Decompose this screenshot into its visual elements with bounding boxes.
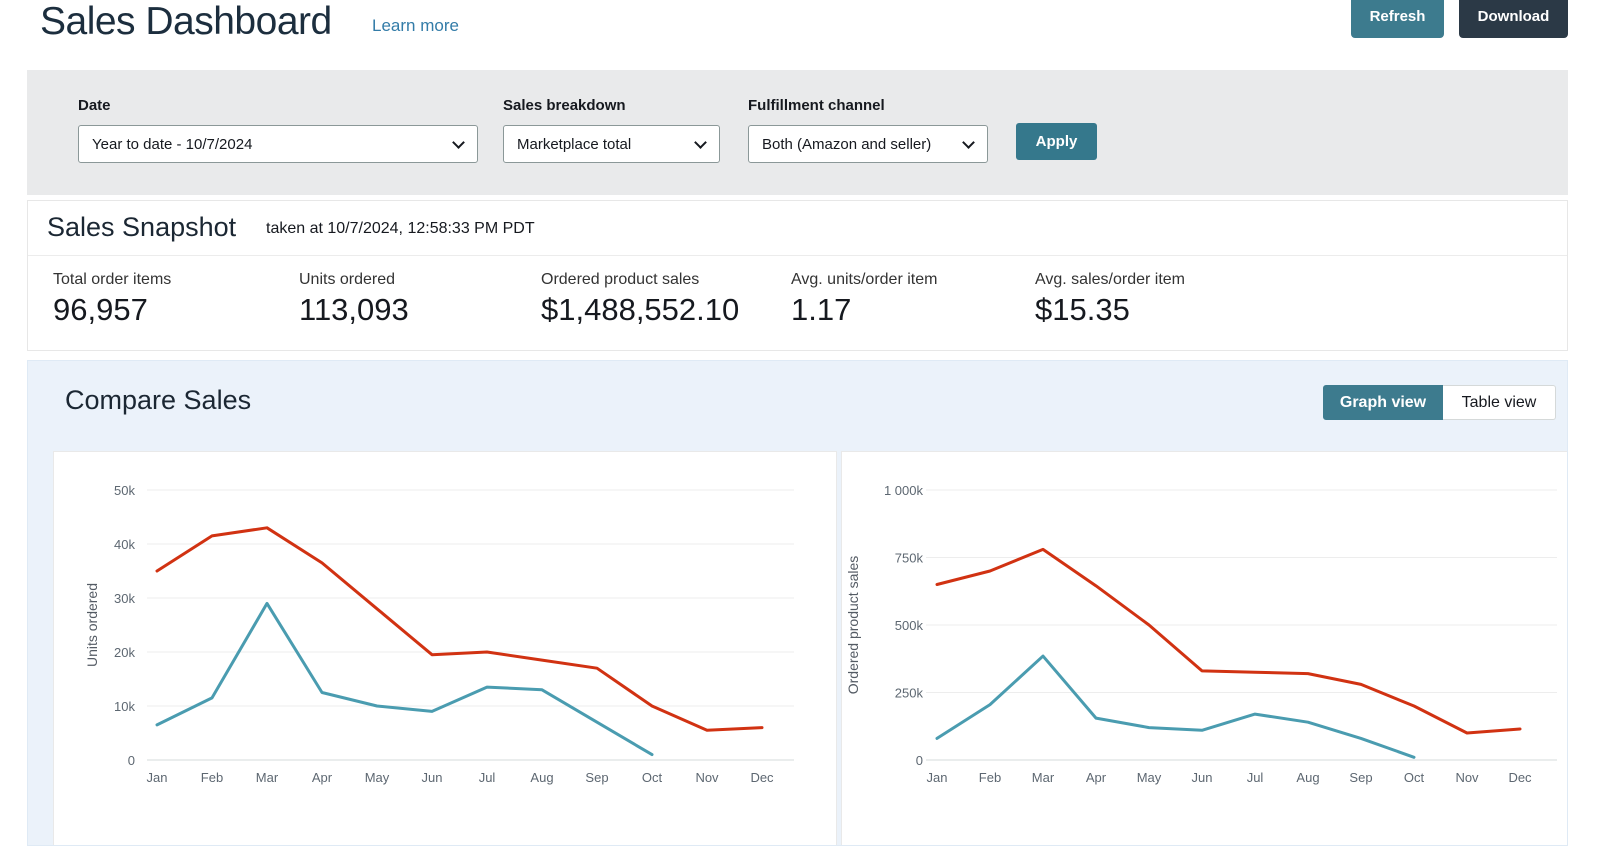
chevron-down-icon [452,136,465,149]
x-tick-label: Aug [1296,770,1319,785]
x-tick-label: Oct [1404,770,1425,785]
y-tick-label: 40k [114,537,135,552]
metric-value: $15.35 [1035,292,1185,328]
apply-button[interactable]: Apply [1016,123,1097,160]
y-tick-label: 750k [895,551,924,566]
sales-snapshot-title: Sales Snapshot [47,212,236,243]
units-ordered-chart-card: 0 10k 20k 30k 40k 50k Jan Feb Mar Apr May Jun Jul Aug… [53,451,837,846]
x-tick-label: Sep [1349,770,1372,785]
metric-label: Ordered product sales [541,271,739,289]
view-toggle: Graph view Table view [1323,385,1556,420]
page-title: Sales Dashboard [40,0,332,44]
metric-label: Avg. sales/order item [1035,271,1185,289]
x-tick-label: Jan [147,770,168,785]
x-tick-label: May [1137,770,1162,785]
ordered-product-sales-chart-card: 0 250k 500k 750k 1 000k Jan Feb Mar Apr May Jun Jul… [841,451,1568,846]
x-tick-label: Dec [750,770,774,785]
x-tick-label: Mar [256,770,279,785]
fulfillment-channel-select[interactable]: Both (Amazon and seller) [748,125,988,163]
sales-snapshot-panel: Sales Snapshot taken at 10/7/2024, 12:58… [27,200,1568,351]
x-tick-label: Jan [927,770,948,785]
metric-label: Avg. units/order item [791,271,937,289]
fulfillment-channel-select-value: Both (Amazon and seller) [762,136,931,153]
x-tick-label: Nov [1455,770,1479,785]
y-tick-label: 0 [128,753,135,768]
x-tick-label: Jul [479,770,496,785]
date-select-value: Year to date - 10/7/2024 [92,136,252,153]
y-axis-title: Ordered product sales [845,556,861,695]
metric-avg-units-order-item: Avg. units/order item 1.17 [791,271,937,328]
teal-series-line [157,603,652,754]
metric-value: 113,093 [299,292,409,328]
compare-sales-section: Compare Sales Graph view Table view 0 10k… [27,360,1568,846]
x-tick-label: Mar [1032,770,1055,785]
x-tick-label: Oct [642,770,663,785]
x-tick-label: Jul [1247,770,1264,785]
x-tick-label: Apr [1086,770,1107,785]
x-tick-label: Feb [201,770,223,785]
compare-sales-title: Compare Sales [65,385,251,416]
y-tick-label: 10k [114,699,135,714]
x-tick-label: Sep [585,770,608,785]
red-series-line [937,549,1520,733]
sales-snapshot-header: Sales Snapshot taken at 10/7/2024, 12:58… [28,201,1567,256]
y-tick-label: 250k [895,686,924,701]
sales-breakdown-label: Sales breakdown [503,97,626,114]
date-select[interactable]: Year to date - 10/7/2024 [78,125,478,163]
graph-view-button[interactable]: Graph view [1323,385,1443,420]
y-tick-label: 50k [114,483,135,498]
learn-more-link[interactable]: Learn more [372,16,459,36]
download-button[interactable]: Download [1459,0,1568,38]
x-tick-label: Jun [1192,770,1213,785]
x-tick-label: Apr [312,770,333,785]
y-tick-label: 20k [114,645,135,660]
metric-units-ordered: Units ordered 113,093 [299,271,409,328]
y-tick-label: 0 [916,753,923,768]
filter-bar: Date Year to date - 10/7/2024 Sales brea… [27,70,1568,195]
metric-label: Total order items [53,271,171,289]
metric-avg-sales-order-item: Avg. sales/order item $15.35 [1035,271,1185,328]
metric-total-order-items: Total order items 96,957 [53,271,171,328]
metric-ordered-product-sales: Ordered product sales $1,488,552.10 [541,271,739,328]
table-view-button[interactable]: Table view [1443,385,1556,420]
units-ordered-chart: 0 10k 20k 30k 40k 50k Jan Feb Mar Apr May Jun Jul Aug… [54,452,836,846]
metric-value: $1,488,552.10 [541,292,739,328]
metric-value: 1.17 [791,292,937,328]
fulfillment-channel-label: Fulfillment channel [748,97,885,114]
teal-series-line [937,656,1414,757]
chevron-down-icon [962,136,975,149]
chevron-down-icon [694,136,707,149]
y-axis-title: Units ordered [84,583,100,667]
sales-breakdown-select[interactable]: Marketplace total [503,125,720,163]
sales-breakdown-select-value: Marketplace total [517,136,631,153]
x-tick-label: Jun [422,770,443,785]
y-tick-label: 30k [114,591,135,606]
metric-label: Units ordered [299,271,409,289]
metric-value: 96,957 [53,292,171,328]
refresh-button[interactable]: Refresh [1351,0,1444,38]
date-label: Date [78,97,111,114]
y-tick-label: 1 000k [884,483,924,498]
y-tick-label: 500k [895,618,924,633]
x-tick-label: Aug [530,770,553,785]
ordered-product-sales-chart: 0 250k 500k 750k 1 000k Jan Feb Mar Apr May Jun Jul… [842,452,1567,846]
x-tick-label: Feb [979,770,1001,785]
x-tick-label: Dec [1508,770,1532,785]
x-tick-label: May [365,770,390,785]
x-tick-label: Nov [695,770,719,785]
snapshot-timestamp: taken at 10/7/2024, 12:58:33 PM PDT [266,220,535,238]
